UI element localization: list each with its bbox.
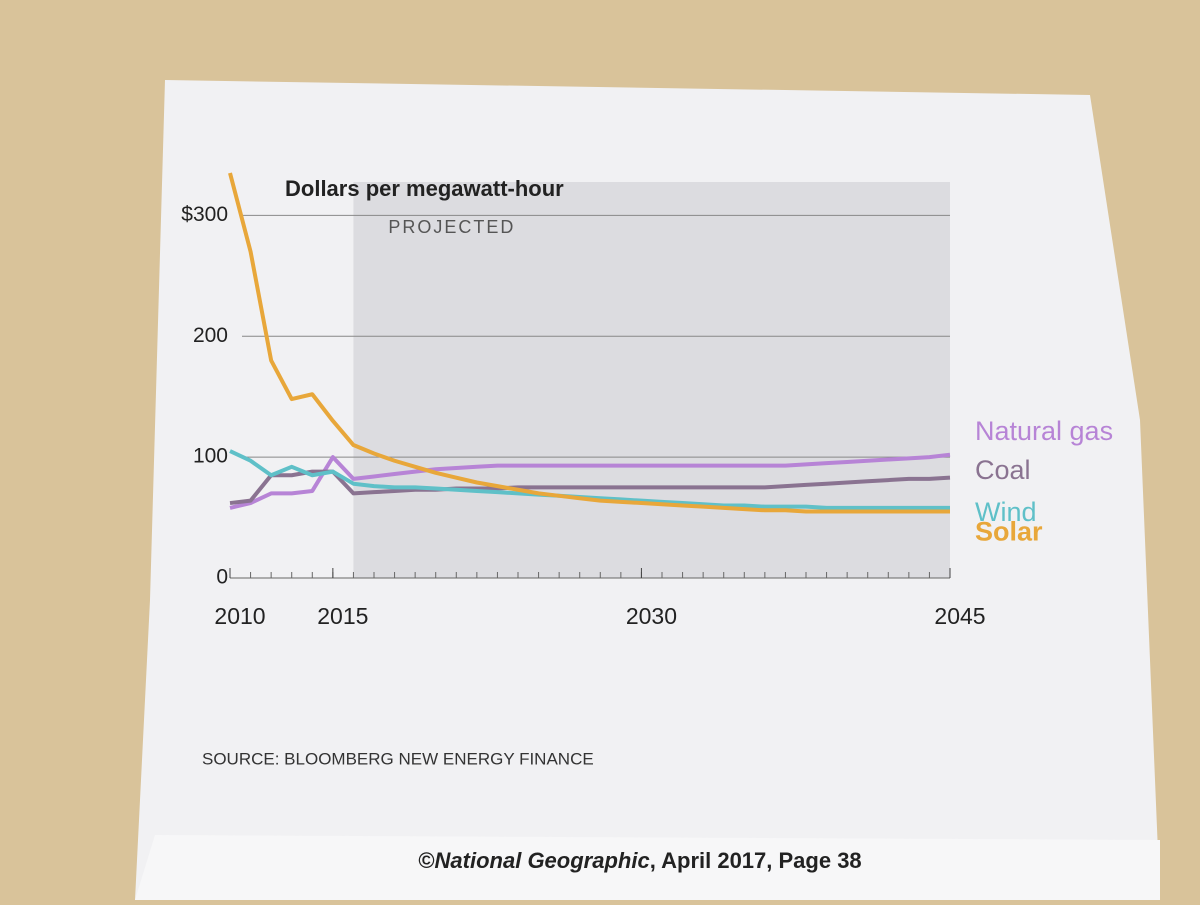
series-line — [229, 469, 951, 506]
projected-label: PROJECTED — [388, 217, 515, 237]
paper-footer — [135, 835, 1160, 900]
series-line — [229, 452, 951, 510]
y-tick-label: 200 — [193, 324, 228, 347]
copyright: © — [418, 848, 434, 873]
legend-label: Natural gas — [975, 416, 1113, 446]
source: SOURCE: BLOOMBERG NEW ENERGY FINANCE — [202, 749, 594, 768]
legend-label: Wind — [975, 497, 1037, 527]
x-tick-label: 2015 — [317, 603, 368, 629]
legend-label: Coal — [975, 455, 1031, 485]
footer: ©National Geographic, April 2017, Page 3… — [418, 848, 861, 873]
x-tick-label: 2030 — [626, 603, 677, 629]
chart-title: Dollars per megawatt-hour — [285, 176, 564, 201]
details: , April 2017, Page 38 — [650, 848, 862, 873]
y-tick-label: 0 — [216, 566, 228, 589]
projected-region — [353, 182, 950, 578]
publication: National Geographic — [435, 848, 650, 873]
x-tick-label: 2010 — [214, 603, 265, 629]
legend-label: Solar — [975, 517, 1043, 547]
series-line — [228, 172, 950, 514]
x-tick-label: 2045 — [934, 603, 985, 629]
y-tick-label: 100 — [193, 445, 228, 468]
y-tick-label: $300 — [181, 203, 228, 226]
